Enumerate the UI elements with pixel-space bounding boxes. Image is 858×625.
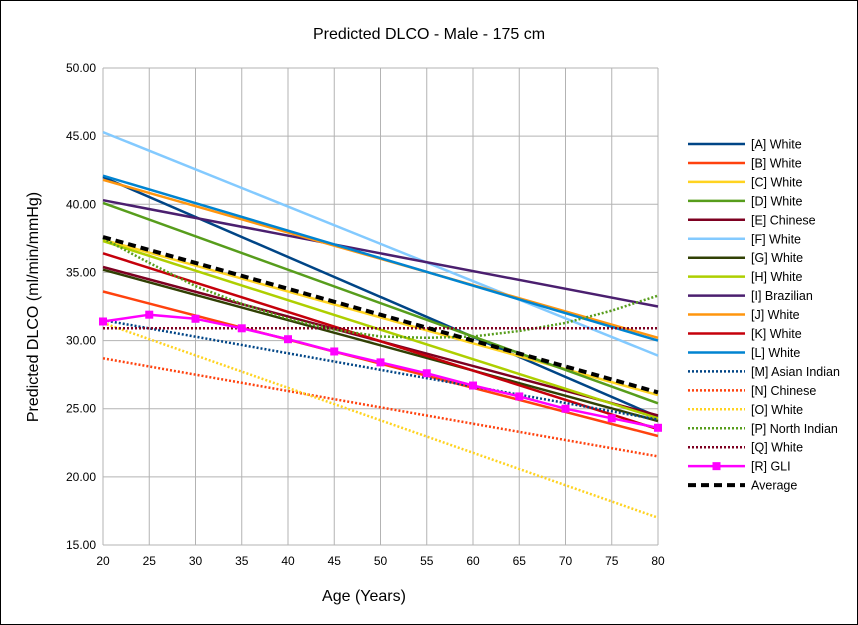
series-point-17 <box>376 358 385 367</box>
x-tick-label: 60 <box>466 554 480 568</box>
y-axis-ticks: 15.00 20.00 25.00 30.00 35.00 40.00 45.00 50.00 <box>66 61 96 552</box>
legend-label-7: [H] White <box>751 270 802 284</box>
x-tick-label: 20 <box>96 554 110 568</box>
chart-title: Predicted DLCO - Male - 175 cm <box>313 26 545 43</box>
series-line-6 <box>102 268 659 423</box>
legend-label-3: [D] White <box>751 194 802 208</box>
legend-label-5: [F] White <box>751 232 801 246</box>
series-line-11 <box>102 174 659 342</box>
legend-label-18: Average <box>751 479 797 493</box>
legend-label-12: [M] Asian Indian <box>751 365 840 379</box>
series-point-17 <box>191 314 200 323</box>
series-line-10 <box>102 252 659 431</box>
y-tick-label: 45.00 <box>66 129 96 143</box>
legend-label-4: [E] Chinese <box>751 213 816 227</box>
x-tick-label: 70 <box>559 554 573 568</box>
x-tick-label: 75 <box>605 554 619 568</box>
y-tick-label: 20.00 <box>66 470 96 484</box>
legend-label-0: [A] White <box>751 138 802 152</box>
legend-label-13: [N] Chinese <box>751 384 816 398</box>
legend-label-6: [G] White <box>751 251 803 265</box>
legend-label-2: [C] White <box>751 175 802 189</box>
x-tick-label: 25 <box>143 554 157 568</box>
series-point-17 <box>654 423 662 432</box>
y-tick-label: 40.00 <box>66 197 96 211</box>
series-line-7 <box>102 239 659 420</box>
series-point-17 <box>237 324 246 333</box>
series-point-17 <box>284 335 292 344</box>
legend: [A] White [B] White [C] White [D] White [E] … <box>688 138 840 493</box>
y-tick-label: 30.00 <box>66 334 96 348</box>
series-point-17 <box>330 347 339 356</box>
x-tick-label: 40 <box>281 554 295 568</box>
x-tick-label: 65 <box>513 554 527 568</box>
x-tick-label: 30 <box>189 554 203 568</box>
series-line-18 <box>102 235 659 395</box>
series-line-12 <box>102 318 659 421</box>
series-line-15 <box>102 237 659 340</box>
series-line-3 <box>102 201 659 405</box>
x-axis-label: Age (Years) <box>322 588 406 605</box>
x-tick-label: 50 <box>374 554 388 568</box>
x-tick-label: 35 <box>235 554 249 568</box>
legend-label-9: [J] White <box>751 308 800 322</box>
legend-label-11: [L] White <box>751 346 800 360</box>
series-point-17 <box>561 404 570 413</box>
x-tick-label: 45 <box>328 554 342 568</box>
series-line-13 <box>102 357 659 458</box>
legend-label-1: [B] White <box>751 156 802 170</box>
y-tick-label: 50.00 <box>66 61 96 75</box>
legend-label-17: [R] GLI <box>751 460 791 474</box>
x-tick-label: 55 <box>420 554 434 568</box>
legend-label-10: [K] White <box>751 327 802 341</box>
legend-label-16: [Q] White <box>751 441 803 455</box>
series-point-17 <box>607 414 616 423</box>
series-point-17 <box>469 381 477 390</box>
x-axis-ticks: 20 25 30 35 40 45 50 55 60 65 70 75 80 <box>96 554 665 568</box>
y-tick-label: 25.00 <box>66 402 96 416</box>
legend-label-14: [O] White <box>751 403 803 417</box>
series-point-17 <box>515 392 524 401</box>
series-point-17 <box>99 317 107 326</box>
series-line-8 <box>102 198 659 308</box>
y-axis-label: Predicted DLCO (ml/min/mmHg) <box>25 192 42 422</box>
legend-label-8: [I] Brazilian <box>751 289 813 303</box>
series-point-17 <box>145 310 154 319</box>
y-tick-label: 15.00 <box>66 538 96 552</box>
series-point-17 <box>422 369 431 378</box>
series-line-5 <box>102 130 659 357</box>
y-tick-label: 35.00 <box>66 265 96 279</box>
legend-marker-17 <box>712 462 721 471</box>
legend-label-15: [P] North Indian <box>751 422 838 436</box>
series-layer <box>99 130 662 519</box>
x-tick-label: 80 <box>651 554 665 568</box>
grid <box>102 67 659 546</box>
